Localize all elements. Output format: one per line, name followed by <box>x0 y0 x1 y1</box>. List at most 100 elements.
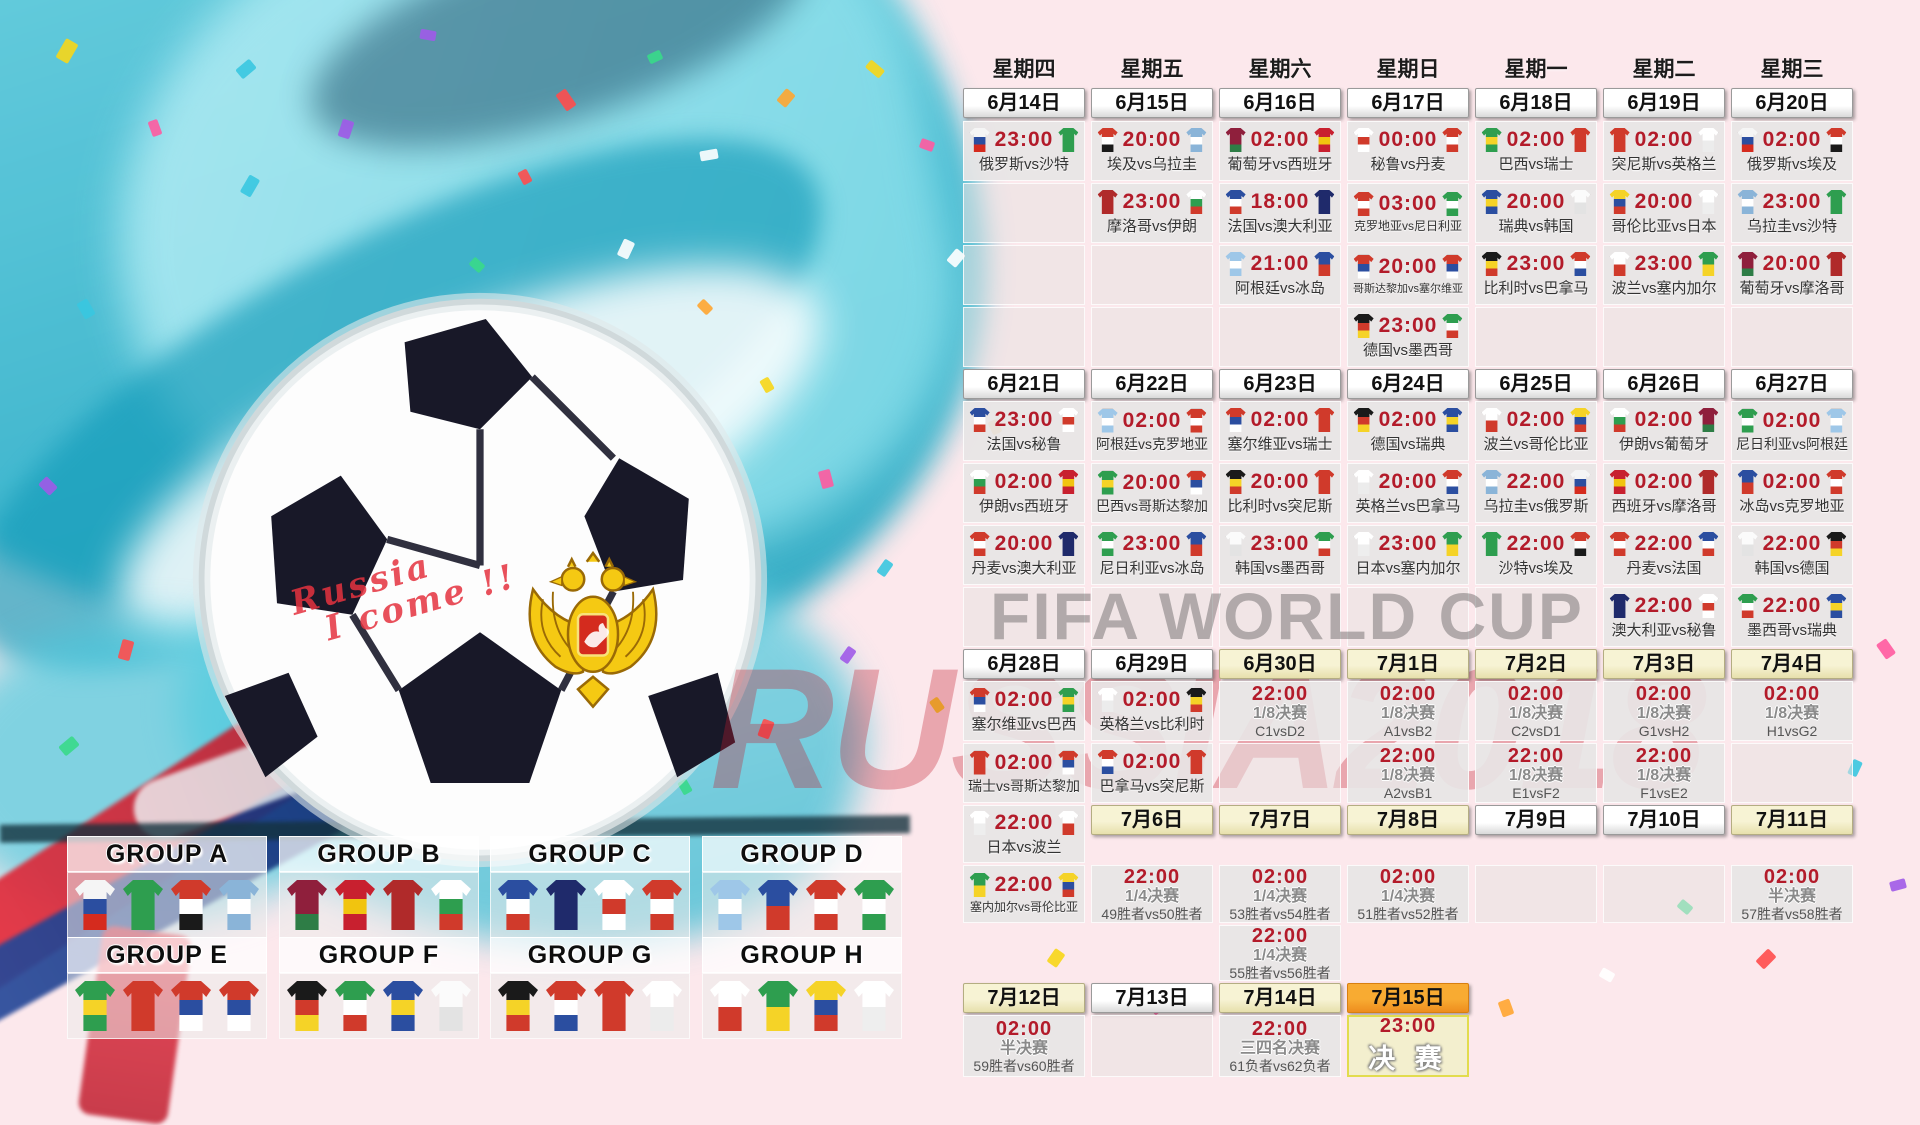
date-button[interactable]: 7月13日 <box>1091 983 1213 1013</box>
empty-slot <box>1731 743 1853 803</box>
team-jersey-icon <box>1442 532 1463 556</box>
bracket-slot-label: H1vsG2 <box>1766 722 1818 739</box>
match-cell: 22:00 乌拉圭vs俄罗斯 <box>1475 463 1597 523</box>
date-button[interactable]: 6月21日 <box>963 369 1085 399</box>
confetti-piece <box>419 28 437 42</box>
confetti-piece <box>239 174 261 198</box>
date-button[interactable]: 7月3日 <box>1603 649 1725 679</box>
team-jersey-icon <box>1442 192 1463 216</box>
match-time: 20:00 <box>1378 470 1438 493</box>
match-cell: 20:00 埃及vs乌拉圭 <box>1091 121 1213 181</box>
knockout-match-cell: 02:00 半决赛 59胜者vs60胜者 <box>963 1015 1085 1077</box>
match-teams: 波兰vs塞内加尔 <box>1611 280 1717 297</box>
match-teams: 葡萄牙vs摩洛哥 <box>1739 280 1845 297</box>
match-time: 23:00 <box>1378 532 1438 555</box>
match-time: 22:00 <box>1251 682 1309 705</box>
match-cell: 02:00 波兰vs哥伦比亚 <box>1475 401 1597 461</box>
team-jersey-icon <box>383 981 423 1031</box>
group-box: GROUP H <box>702 937 902 1039</box>
confetti-piece <box>1875 638 1897 660</box>
team-jersey-icon <box>854 880 894 930</box>
date-button[interactable]: 6月17日 <box>1347 88 1469 118</box>
match-time: 20:00 <box>1250 470 1310 493</box>
group-box: GROUP A <box>67 836 267 938</box>
date-button[interactable]: 6月24日 <box>1347 369 1469 399</box>
final-match-cell[interactable]: 23:00 决 赛 <box>1347 1015 1469 1077</box>
team-jersey-icon <box>1186 190 1207 214</box>
match-teams: 塞尔维亚vs巴西 <box>971 716 1077 733</box>
team-jersey-icon <box>1570 190 1591 214</box>
match-teams: 比利时vs突尼斯 <box>1227 498 1333 515</box>
match-cell: 02:00 瑞士vs哥斯达黎加 <box>963 743 1085 803</box>
empty-slot <box>1475 865 1597 923</box>
date-button[interactable]: 7月8日 <box>1347 805 1469 835</box>
date-button[interactable]: 6月20日 <box>1731 88 1853 118</box>
match-time: 03:00 <box>1378 192 1438 215</box>
date-button[interactable]: 7月7日 <box>1219 805 1341 835</box>
match-teams: 巴拿马vs突尼斯 <box>1099 778 1205 795</box>
group-label: GROUP D <box>702 836 902 872</box>
team-jersey-icon <box>1225 408 1246 432</box>
date-button[interactable]: 7月1日 <box>1347 649 1469 679</box>
match-teams: 日本vs塞内加尔 <box>1355 560 1461 577</box>
date-button[interactable]: 7月12日 <box>963 983 1085 1013</box>
team-jersey-icon <box>1481 128 1502 152</box>
date-button[interactable]: 6月23日 <box>1219 369 1341 399</box>
date-button[interactable]: 7月11日 <box>1731 805 1853 835</box>
date-button[interactable]: 7月9日 <box>1475 805 1597 835</box>
match-time: 22:00 <box>1635 744 1693 767</box>
team-jersey-icon <box>1698 190 1719 214</box>
date-button[interactable]: 7月10日 <box>1603 805 1725 835</box>
stage-label: 1/8决赛 <box>1508 766 1564 784</box>
date-button[interactable]: 6月22日 <box>1091 369 1213 399</box>
date-button[interactable]: 6月18日 <box>1475 88 1597 118</box>
team-jersey-icon <box>1097 470 1118 495</box>
match-cell: 23:00 韩国vs墨西哥 <box>1219 525 1341 585</box>
match-cell: 18:00 法国vs澳大利亚 <box>1219 183 1341 243</box>
match-teams: 伊朗vs西班牙 <box>978 498 1069 515</box>
match-time: 23:00 <box>1634 252 1694 275</box>
confetti-piece <box>58 735 80 757</box>
match-teams: 德国vs墨西哥 <box>1362 342 1453 359</box>
date-button[interactable]: 7月15日 <box>1347 983 1469 1013</box>
group-box: GROUP E <box>67 937 267 1039</box>
team-jersey-icon <box>642 880 682 930</box>
team-jersey-icon <box>1698 408 1719 432</box>
match-time: 02:00 <box>1122 750 1182 773</box>
match-cell: 20:00 英格兰vs巴拿马 <box>1347 463 1469 523</box>
team-jersey-icon <box>1058 811 1079 835</box>
team-jersey-icon <box>383 880 423 930</box>
date-button[interactable]: 6月30日 <box>1219 649 1341 679</box>
group-label: GROUP F <box>279 937 479 973</box>
confetti-piece <box>864 59 886 79</box>
date-button[interactable]: 6月16日 <box>1219 88 1341 118</box>
group-teams <box>67 973 267 1039</box>
date-button[interactable]: 6月27日 <box>1731 369 1853 399</box>
match-teams: 乌拉圭vs俄罗斯 <box>1483 498 1589 515</box>
team-jersey-icon <box>1353 532 1374 556</box>
team-jersey-icon <box>969 408 990 432</box>
match-time: 02:00 <box>1763 682 1821 705</box>
group-teams <box>702 872 902 938</box>
match-cell: 23:00 日本vs塞内加尔 <box>1347 525 1469 585</box>
match-cell: 00:00 秘鲁vs丹麦 <box>1347 121 1469 181</box>
team-jersey-icon <box>969 470 990 494</box>
team-jersey-icon <box>1826 190 1847 214</box>
date-button[interactable]: 7月4日 <box>1731 649 1853 679</box>
match-cell: 22:00 韩国vs德国 <box>1731 525 1853 585</box>
group-box: GROUP G <box>490 937 690 1039</box>
date-button[interactable]: 7月14日 <box>1219 983 1341 1013</box>
date-button[interactable]: 6月15日 <box>1091 88 1213 118</box>
team-jersey-icon <box>710 981 750 1031</box>
team-jersey-icon <box>1442 314 1463 338</box>
bracket-slot-label: 61负者vs62负者 <box>1229 1057 1331 1074</box>
date-button[interactable]: 6月26日 <box>1603 369 1725 399</box>
stage-label: 1/8决赛 <box>1252 704 1308 722</box>
date-button[interactable]: 7月6日 <box>1091 805 1213 835</box>
team-jersey-icon <box>1481 190 1502 214</box>
confetti-piece <box>38 476 58 496</box>
date-button[interactable]: 6月19日 <box>1603 88 1725 118</box>
date-button[interactable]: 6月14日 <box>963 88 1085 118</box>
date-button[interactable]: 6月25日 <box>1475 369 1597 399</box>
date-button[interactable]: 7月2日 <box>1475 649 1597 679</box>
